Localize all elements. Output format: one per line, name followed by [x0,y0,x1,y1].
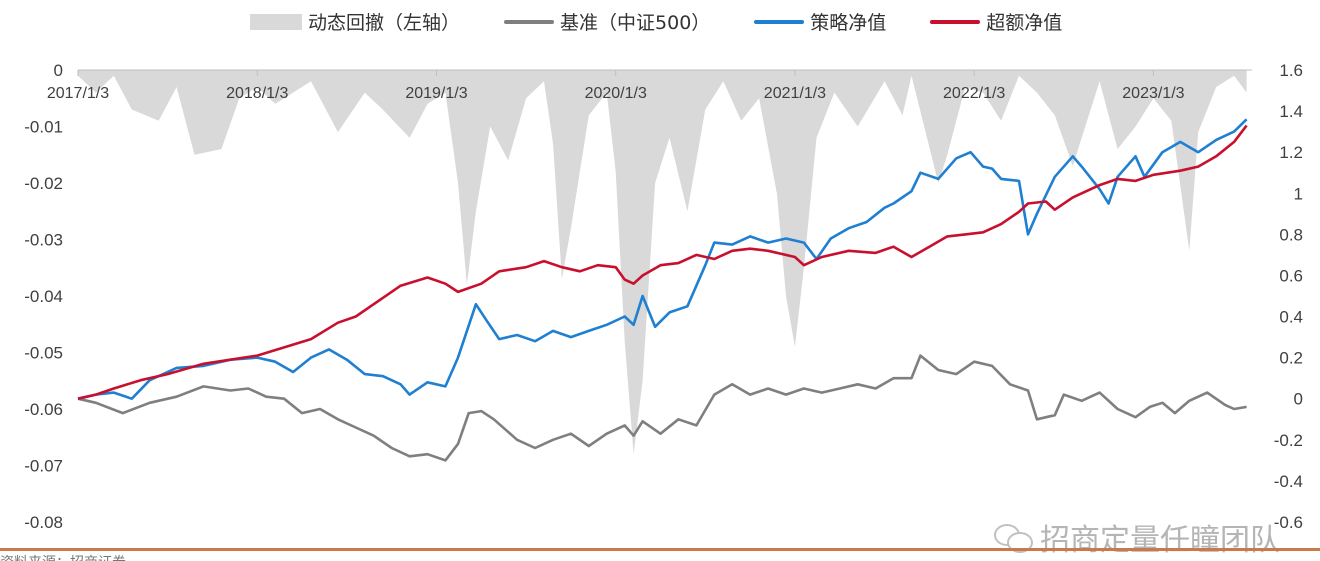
series-area-drawdown [78,70,1247,455]
excess-swatch [930,19,981,24]
wechat-icon [994,522,1033,553]
left-axis-tick-label: -0.03 [24,231,63,250]
x-tick-label: 2018/1/3 [226,85,288,102]
left-axis-tick-label: 0 [54,61,63,80]
right-axis-tick-label: 1.2 [1279,143,1303,162]
left-axis-tick-label: -0.01 [24,118,63,137]
right-axis-tick-label: -0.4 [1274,472,1303,491]
right-axis-tick-label: -0.2 [1274,431,1303,450]
right-axis-tick-label: 0 [1294,390,1303,409]
left-axis-tick-label: -0.02 [24,174,63,193]
series-line-benchmark [77,354,1247,462]
legend-label-drawdown: 动态回撤（左轴） [308,12,461,34]
left-axis-tick-label: -0.08 [24,513,63,532]
right-axis-tick-label: 1.4 [1279,102,1303,121]
x-tick-label: 2020/1/3 [585,85,647,102]
left-axis-tick-label: -0.06 [24,400,63,419]
legend-label-benchmark: 基准（中证500） [560,12,711,34]
x-tick-label: 2022/1/3 [943,85,1005,102]
x-tick-label: 2017/1/3 [47,85,109,102]
watermark-text: 招商定量任瞳团队 [1040,523,1280,558]
x-tick-label: 2021/1/3 [764,85,826,102]
legend: 动态回撤（左轴） 基准（中证500） 策略净值 超额净值 [250,8,1062,35]
series-line-strategy [77,118,1248,400]
right-axis-tick-label: 1.6 [1279,61,1303,80]
left-axis-tick-label: -0.07 [24,457,63,476]
legend-item-benchmark: 基准（中证500） [504,8,710,35]
right-axis-tick-label: 1 [1294,184,1303,203]
right-axis-tick-label: 0.8 [1279,225,1303,244]
legend-label-strategy: 策略净值 [810,12,887,34]
benchmark-swatch [504,19,555,24]
series-line-excess [77,124,1248,400]
x-tick-label: 2019/1/3 [405,85,467,102]
legend-item-drawdown: 动态回撤（左轴） [250,8,460,35]
right-axis-tick-label: 0.2 [1279,349,1303,368]
bottom-divider [0,548,1320,551]
right-axis-tick-label: 0.6 [1279,266,1303,285]
legend-item-excess: 超额净值 [930,8,1062,35]
right-axis-tick-label: 0.4 [1279,308,1303,327]
x-tick-label: 2023/1/3 [1122,85,1184,102]
source-note: 资料来源：招商证券 [0,552,126,561]
drawdown-swatch [250,13,302,30]
watermark: 招商定量任瞳团队 [994,515,1280,559]
left-axis-tick-label: -0.04 [24,287,63,306]
strategy-swatch [754,19,805,24]
right-axis-tick-label: -0.6 [1274,513,1303,532]
left-axis-tick-label: -0.05 [24,344,63,363]
legend-label-excess: 超额净值 [986,12,1063,34]
legend-item-strategy: 策略净值 [754,8,886,35]
